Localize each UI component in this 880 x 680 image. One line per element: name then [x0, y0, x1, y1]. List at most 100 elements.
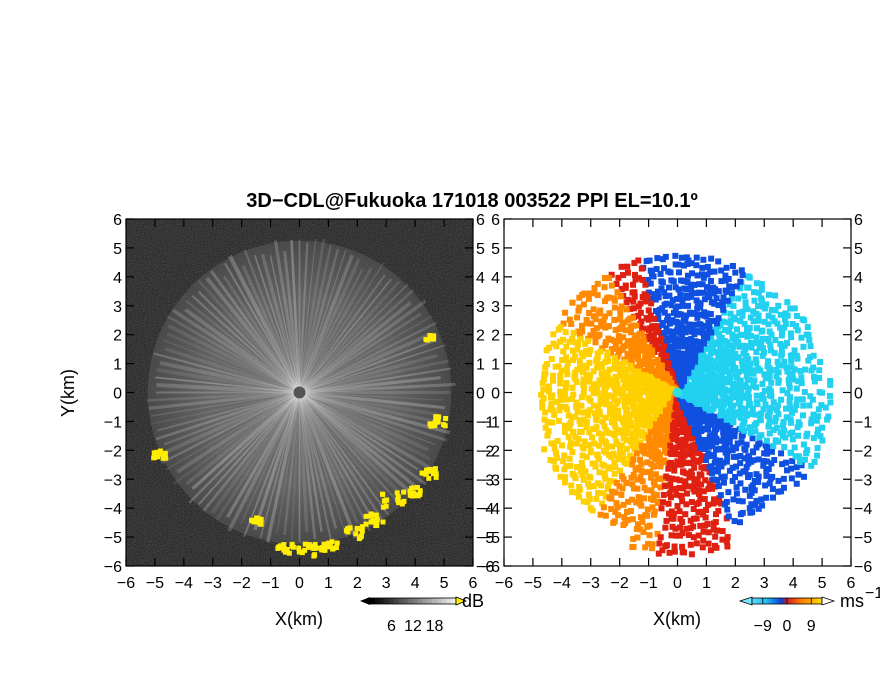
velocity-pixel [579, 464, 586, 471]
velocity-pixel [636, 403, 643, 410]
velocity-pixel [710, 413, 717, 420]
velocity-pixel [608, 454, 615, 461]
velocity-pixel [609, 411, 616, 418]
velocity-pixel [782, 321, 789, 328]
scan-ray [298, 289, 415, 394]
velocity-pixel [652, 296, 659, 303]
scan-ray [205, 276, 301, 394]
velocity-pixel [807, 343, 814, 350]
velocity-pixel [619, 365, 626, 372]
scan-ray [153, 352, 300, 394]
velocity-pixel [627, 507, 634, 514]
colorbar-unit: dB [462, 591, 484, 611]
velocity-pixel [693, 413, 700, 420]
velocity-pixel [696, 281, 703, 288]
velocity-pixel [775, 302, 782, 309]
velocity-pixel [587, 372, 594, 379]
velocity-pixel [622, 284, 629, 291]
velocity-pixel [580, 476, 587, 483]
velocity-pixel [741, 367, 748, 374]
velocity-pixel [586, 359, 593, 366]
velocity-pixel [686, 309, 693, 316]
scan-ray [297, 391, 357, 539]
velocity-pixel [700, 380, 707, 387]
velocity-pixel [602, 493, 609, 500]
velocity-pixel [799, 316, 806, 323]
colorbar-segment [432, 598, 438, 604]
reflectivity-y-tick-label: 6 [113, 212, 122, 229]
velocity-pixel [648, 352, 655, 359]
velocity-pixel [572, 475, 579, 482]
velocity-pixel [783, 364, 790, 371]
velocity-pixel [737, 318, 744, 325]
velocity-pixel [764, 450, 771, 457]
velocity-pixel [616, 325, 623, 332]
velocity-pixel [627, 362, 634, 369]
high-echo-pixel [355, 525, 361, 531]
velocity-pixel [602, 342, 609, 349]
scan-ray [298, 301, 412, 394]
velocity-pixel [769, 485, 776, 492]
velocity-pixel [736, 343, 743, 350]
velocity-pixel [793, 322, 800, 329]
velocity-pixel [624, 356, 631, 363]
velocity-pixel [738, 439, 745, 446]
velocity-pixel [668, 459, 675, 466]
velocity-pixel [659, 547, 666, 554]
velocity-pixel [696, 487, 703, 494]
high-echo-pixel [296, 549, 302, 555]
velocity-pixel [623, 445, 630, 452]
velocity-pixel [728, 352, 735, 359]
velocity-pixel [693, 262, 700, 269]
velocity-pixel [808, 367, 815, 374]
velocity-pixel [770, 427, 777, 434]
velocity-pixel [593, 424, 600, 431]
velocity-pixel [563, 396, 570, 403]
velocity-pixel [712, 519, 719, 526]
velocity-pixel [675, 286, 682, 293]
high-echo-pixel [249, 517, 255, 523]
velocity-pixel [695, 532, 702, 539]
velocity-pixel [819, 424, 826, 431]
velocity-pixel [746, 424, 753, 431]
velocity-pixel [657, 338, 664, 345]
velocity-pixel [622, 378, 629, 385]
velocity-pixel [737, 386, 744, 393]
velocity-pixel [681, 285, 688, 292]
velocity-pixel [726, 301, 733, 308]
scan-ray [298, 278, 392, 394]
velocity-pixel [736, 368, 743, 375]
velocity-pixel [677, 524, 684, 531]
velocity-pixel [673, 353, 680, 360]
velocity-pixel [687, 541, 694, 548]
velocity-pixel [633, 429, 640, 436]
scan-ray [155, 391, 300, 441]
velocity-pixel [614, 415, 621, 422]
velocity-pixel [713, 544, 720, 551]
velocity-pixel [552, 449, 559, 456]
velocity-pixel [572, 413, 579, 420]
velocity-pixel [654, 288, 661, 295]
velocity-pixel [710, 526, 717, 533]
velocity-pixel [660, 491, 667, 498]
velocity-pixel [701, 309, 708, 316]
velocity-pixel [779, 461, 786, 468]
velocity-pixel [764, 358, 771, 365]
velocity-pixel [561, 428, 568, 435]
velocity-pixel [675, 269, 682, 276]
scan-ray [298, 332, 432, 395]
velocity-pixel [638, 340, 645, 347]
velocity-pixel [748, 501, 755, 508]
velocity-pixel [569, 395, 576, 402]
velocity-pixel [633, 439, 640, 446]
velocity-pixel [766, 385, 773, 392]
velocity-pixel [731, 314, 738, 321]
velocity-pixel [779, 422, 786, 429]
velocity-pixel [585, 320, 592, 327]
velocity-pixel [696, 351, 703, 358]
velocity-pixel [678, 254, 685, 261]
velocity-pixel [740, 405, 747, 412]
colorbar-segment [403, 598, 409, 604]
velocity-pixel [826, 392, 833, 399]
scan-ray [298, 391, 359, 524]
